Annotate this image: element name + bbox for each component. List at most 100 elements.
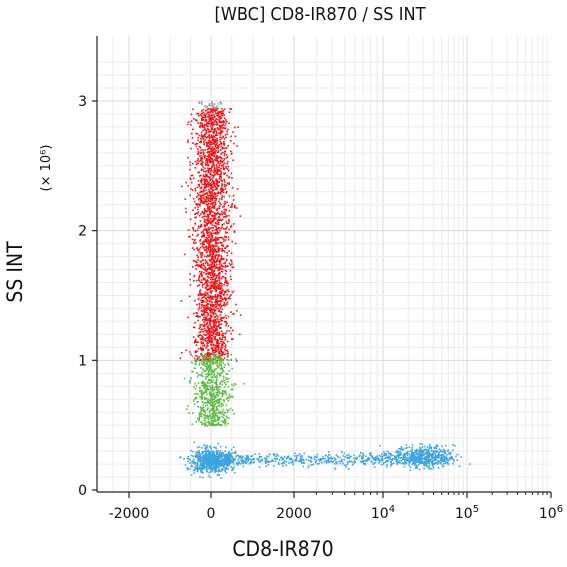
data-point — [219, 452, 221, 454]
data-point — [211, 451, 214, 454]
data-point — [229, 458, 231, 460]
data-point — [203, 383, 205, 386]
data-point — [212, 401, 214, 404]
data-point — [197, 122, 199, 124]
data-point — [204, 418, 207, 420]
data-point — [219, 381, 222, 384]
data-point — [386, 459, 388, 462]
data-point — [362, 460, 365, 462]
data-point — [230, 135, 232, 138]
data-point — [216, 112, 219, 114]
data-point — [220, 461, 223, 464]
data-point — [353, 454, 355, 456]
data-point — [214, 202, 217, 204]
data-point — [208, 134, 210, 137]
data-point — [212, 253, 214, 255]
data-point — [187, 405, 189, 407]
data-point — [218, 400, 220, 402]
data-point — [452, 449, 454, 452]
data-point — [403, 453, 406, 455]
data-point — [213, 355, 215, 358]
data-point — [220, 277, 222, 280]
data-point — [404, 459, 406, 461]
data-point — [203, 460, 205, 463]
data-point — [339, 462, 341, 465]
data-point — [212, 139, 214, 141]
data-point — [213, 358, 216, 361]
data-point — [211, 249, 213, 251]
data-point — [435, 444, 438, 446]
data-point — [226, 457, 228, 460]
data-point — [217, 173, 219, 175]
data-point — [218, 374, 221, 376]
data-point — [218, 161, 220, 163]
data-point — [419, 442, 421, 445]
data-point — [221, 415, 223, 418]
data-point — [227, 399, 230, 402]
data-point — [219, 156, 222, 158]
data-point — [217, 417, 220, 419]
data-point — [438, 456, 440, 458]
data-point — [205, 113, 208, 115]
data-point — [207, 125, 209, 128]
data-point — [204, 162, 207, 164]
data-point — [216, 329, 219, 331]
data-point — [226, 454, 229, 457]
data-point — [198, 203, 201, 206]
data-point — [236, 309, 238, 312]
data-point — [231, 263, 233, 265]
data-point — [417, 454, 420, 457]
data-point — [219, 386, 222, 388]
data-point — [188, 295, 191, 298]
data-point — [215, 303, 218, 306]
data-point — [373, 459, 375, 461]
data-point — [232, 199, 235, 201]
data-point — [221, 195, 224, 197]
data-point — [305, 458, 308, 461]
data-point — [440, 463, 443, 465]
data-point — [210, 158, 212, 160]
data-point — [205, 347, 207, 349]
data-point — [236, 462, 239, 464]
data-point — [213, 324, 216, 326]
data-point — [205, 288, 208, 291]
data-point — [238, 461, 241, 463]
data-point — [213, 409, 215, 412]
data-point — [188, 235, 190, 238]
data-point — [221, 183, 223, 185]
data-point — [220, 296, 223, 299]
data-point — [361, 457, 363, 460]
data-point — [404, 447, 407, 450]
data-point — [237, 126, 239, 129]
data-point — [220, 127, 222, 129]
data-point — [218, 132, 221, 134]
data-point — [210, 295, 213, 297]
data-point — [432, 466, 435, 469]
data-point — [209, 321, 211, 323]
data-point — [226, 156, 229, 158]
data-point — [415, 460, 418, 462]
data-point — [210, 235, 213, 237]
data-point — [200, 252, 202, 254]
data-point — [210, 353, 213, 355]
data-point — [192, 142, 194, 144]
data-point — [200, 395, 203, 397]
data-point — [222, 135, 224, 138]
data-point — [218, 111, 220, 113]
data-point — [197, 457, 200, 460]
data-point — [212, 171, 215, 174]
data-point — [209, 167, 212, 170]
data-point — [199, 334, 201, 336]
data-point — [328, 454, 331, 456]
data-point — [224, 470, 226, 472]
data-point — [215, 233, 217, 235]
data-point — [215, 208, 218, 211]
data-point — [190, 123, 192, 126]
data-point — [210, 263, 212, 266]
data-point — [214, 321, 216, 324]
data-point — [427, 466, 430, 469]
data-point — [205, 179, 208, 182]
data-point — [194, 187, 197, 190]
data-point — [198, 459, 200, 462]
data-point — [217, 151, 220, 153]
